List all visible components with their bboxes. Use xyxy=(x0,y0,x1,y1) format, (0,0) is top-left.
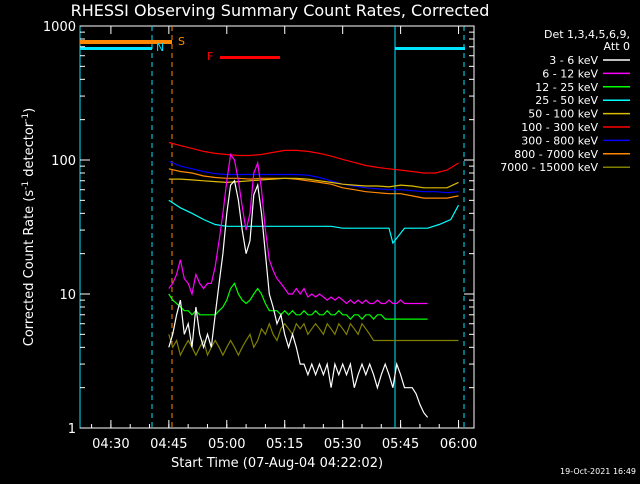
legend-label: 50 - 100 keV xyxy=(528,108,598,121)
y-tick-label: 100 xyxy=(51,154,76,169)
x-tick-label: 05:00 xyxy=(208,437,245,452)
y-axis: 1 10 100 1000 xyxy=(43,20,474,437)
series-line xyxy=(168,168,459,199)
y-axis-label-sup: -1 xyxy=(21,113,31,122)
legend-header-line: Det 1,3,4,5,6,9, xyxy=(544,28,630,41)
flag-label-s: S xyxy=(178,35,185,48)
series-line xyxy=(168,141,459,174)
x-tick-label: 05:15 xyxy=(266,437,303,452)
legend-label: 25 - 50 keV xyxy=(535,94,598,107)
x-tick-label: 06:00 xyxy=(440,437,477,452)
flag-lines: S N F xyxy=(79,26,465,428)
legend-label: 6 - 12 keV xyxy=(542,67,598,80)
flare-flag-bar xyxy=(220,56,280,59)
legend-label: 12 - 25 keV xyxy=(535,81,598,94)
legend-label: 300 - 800 keV xyxy=(521,134,598,147)
series-line xyxy=(168,282,428,320)
y-axis-label: Corrected Count Rate (s-1 detector-1) xyxy=(21,108,37,346)
series-line xyxy=(168,177,459,189)
y-axis-label-sup: -1 xyxy=(21,181,31,190)
y-tick-label: 1 xyxy=(68,422,76,437)
y-axis-label-part: ) xyxy=(22,108,37,113)
x-axis: 04:30 04:45 05:00 05:15 05:30 05:45 06:00 xyxy=(91,26,477,452)
series-line xyxy=(168,152,428,305)
series-line xyxy=(168,199,460,245)
x-tick-label: 05:30 xyxy=(324,437,361,452)
x-tick-label: 04:45 xyxy=(150,437,187,452)
plot-border xyxy=(79,25,475,429)
x-tick-label: 05:45 xyxy=(382,437,419,452)
generation-timestamp: 19-Oct-2021 16:49 xyxy=(560,467,636,476)
legend-label: 7000 - 15000 keV xyxy=(500,161,598,174)
x-tick-label: 04:30 xyxy=(92,437,129,452)
x-axis-label: Start Time (07-Aug-04 04:22:02) xyxy=(171,456,383,471)
y-axis-label-part: detector xyxy=(22,121,37,181)
legend-label: 3 - 6 keV xyxy=(549,54,598,67)
y-tick-label: 1000 xyxy=(43,20,76,35)
series-line xyxy=(168,321,459,357)
y-axis-label-part: Corrected Count Rate (s xyxy=(22,190,37,347)
flag-label-f: F xyxy=(207,50,213,63)
saa-flag-bar xyxy=(80,40,172,44)
series-line xyxy=(168,160,459,194)
legend-label: 100 - 300 keV xyxy=(521,121,598,134)
flag-label-n: N xyxy=(156,41,164,54)
night-flag-bar xyxy=(80,47,152,50)
series-line xyxy=(168,179,429,418)
chart-title: RHESSI Observing Summary Count Rates, Co… xyxy=(71,1,490,20)
night-flag-bar xyxy=(395,47,465,50)
plot-area xyxy=(79,25,475,429)
y-tick-label: 10 xyxy=(59,288,76,303)
legend-label: 800 - 7000 keV xyxy=(514,148,598,161)
series-layer xyxy=(168,141,460,418)
legend-header-line: Att 0 xyxy=(604,40,630,53)
